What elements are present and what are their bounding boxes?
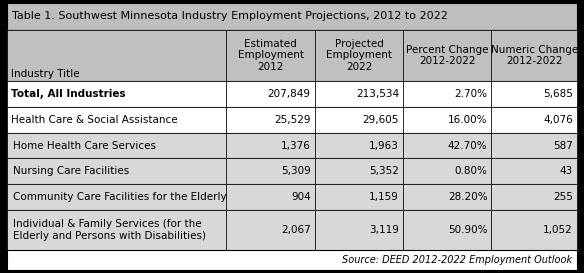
Text: Estimated
Employment
2012: Estimated Employment 2012: [238, 39, 304, 72]
Text: 1,052: 1,052: [543, 225, 573, 235]
Text: 50.90%: 50.90%: [448, 225, 488, 235]
Text: Total, All Industries: Total, All Industries: [11, 89, 125, 99]
Text: Industry Title: Industry Title: [11, 69, 79, 79]
Text: Source: DEED 2012-2022 Employment Outlook: Source: DEED 2012-2022 Employment Outloo…: [342, 255, 572, 265]
Text: 42.70%: 42.70%: [448, 141, 488, 150]
Text: 29,605: 29,605: [363, 115, 399, 125]
Text: 1,963: 1,963: [369, 141, 399, 150]
Text: Percent Change
2012-2022: Percent Change 2012-2022: [406, 44, 489, 66]
Text: 904: 904: [291, 192, 311, 202]
Text: 1,376: 1,376: [281, 141, 311, 150]
Text: 2,067: 2,067: [281, 225, 311, 235]
Text: 25,529: 25,529: [274, 115, 311, 125]
Text: 0.80%: 0.80%: [454, 166, 488, 176]
Text: 4,076: 4,076: [543, 115, 573, 125]
Text: 43: 43: [559, 166, 573, 176]
Text: Table 1. Southwest Minnesota Industry Employment Projections, 2012 to 2022: Table 1. Southwest Minnesota Industry Em…: [12, 11, 447, 22]
Text: 5,352: 5,352: [369, 166, 399, 176]
Text: 2.70%: 2.70%: [454, 89, 488, 99]
Text: 213,534: 213,534: [356, 89, 399, 99]
Text: Individual & Family Services (for the
Elderly and Persons with Disabilities): Individual & Family Services (for the El…: [13, 219, 206, 241]
Text: 28.20%: 28.20%: [448, 192, 488, 202]
Text: 5,309: 5,309: [281, 166, 311, 176]
Text: Projected
Employment
2022: Projected Employment 2022: [326, 39, 392, 72]
Text: 5,685: 5,685: [543, 89, 573, 99]
Text: Nursing Care Facilities: Nursing Care Facilities: [13, 166, 129, 176]
Text: 255: 255: [553, 192, 573, 202]
Text: Health Care & Social Assistance: Health Care & Social Assistance: [11, 115, 177, 125]
Text: Numeric Change
2012-2022: Numeric Change 2012-2022: [491, 44, 578, 66]
Text: 587: 587: [553, 141, 573, 150]
Text: 1,159: 1,159: [369, 192, 399, 202]
Text: Community Care Facilities for the Elderly: Community Care Facilities for the Elderl…: [13, 192, 227, 202]
Text: 16.00%: 16.00%: [448, 115, 488, 125]
Text: 207,849: 207,849: [267, 89, 311, 99]
Text: Home Health Care Services: Home Health Care Services: [13, 141, 156, 150]
Text: 3,119: 3,119: [369, 225, 399, 235]
